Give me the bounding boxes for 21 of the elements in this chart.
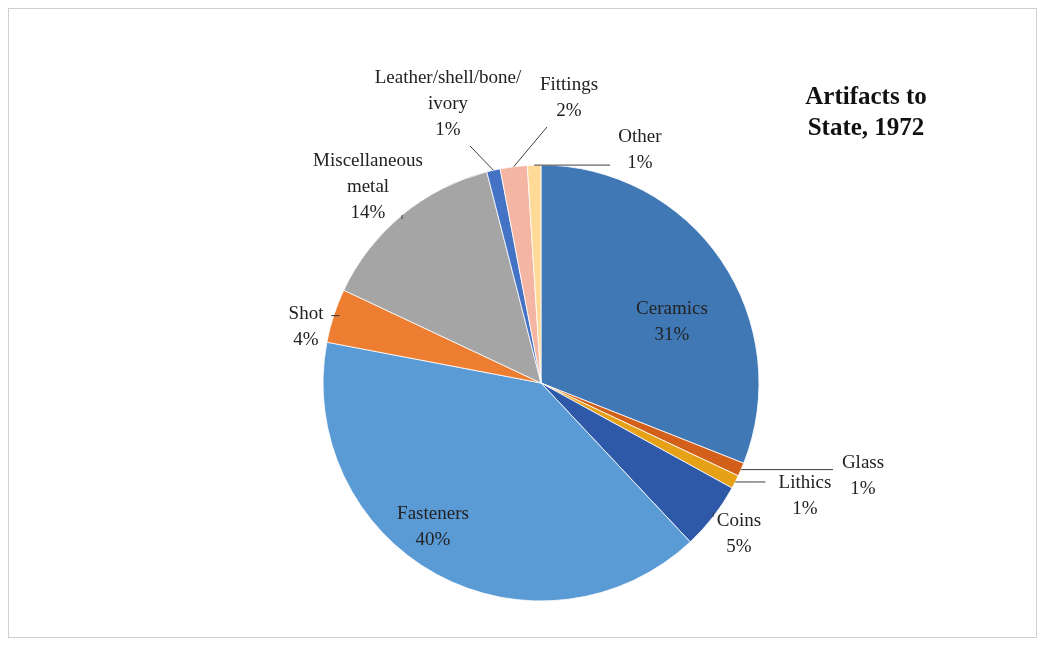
- slice-label: Fittings: [539, 73, 599, 94]
- slice-label: Miscellaneous metal: [313, 149, 423, 196]
- text: Artifacts to State, 1972: [805, 82, 927, 140]
- data-label: 4%: [293, 328, 319, 349]
- slice-label: Coins: [716, 509, 762, 530]
- data-label: 2%: [556, 99, 582, 120]
- data-label: 1%: [627, 151, 653, 172]
- data-label: 1%: [435, 118, 461, 139]
- slice-label: Ceramics: [636, 297, 708, 318]
- slice-label: Lithics: [778, 471, 832, 492]
- data-label: 31%: [654, 323, 690, 344]
- data-label: 14%: [350, 201, 386, 222]
- slice-label: Glass: [841, 451, 885, 472]
- slice-label: Fasteners: [397, 502, 469, 523]
- data-label: 5%: [726, 535, 752, 556]
- data-label: 1%: [850, 477, 876, 498]
- data-label: 40%: [415, 528, 451, 549]
- slice-label: Leather/shell/bone/ivory: [374, 66, 523, 113]
- slice-label: Other: [618, 125, 663, 146]
- data-label: 1%: [792, 497, 818, 518]
- slice-label: Shot: [288, 302, 325, 323]
